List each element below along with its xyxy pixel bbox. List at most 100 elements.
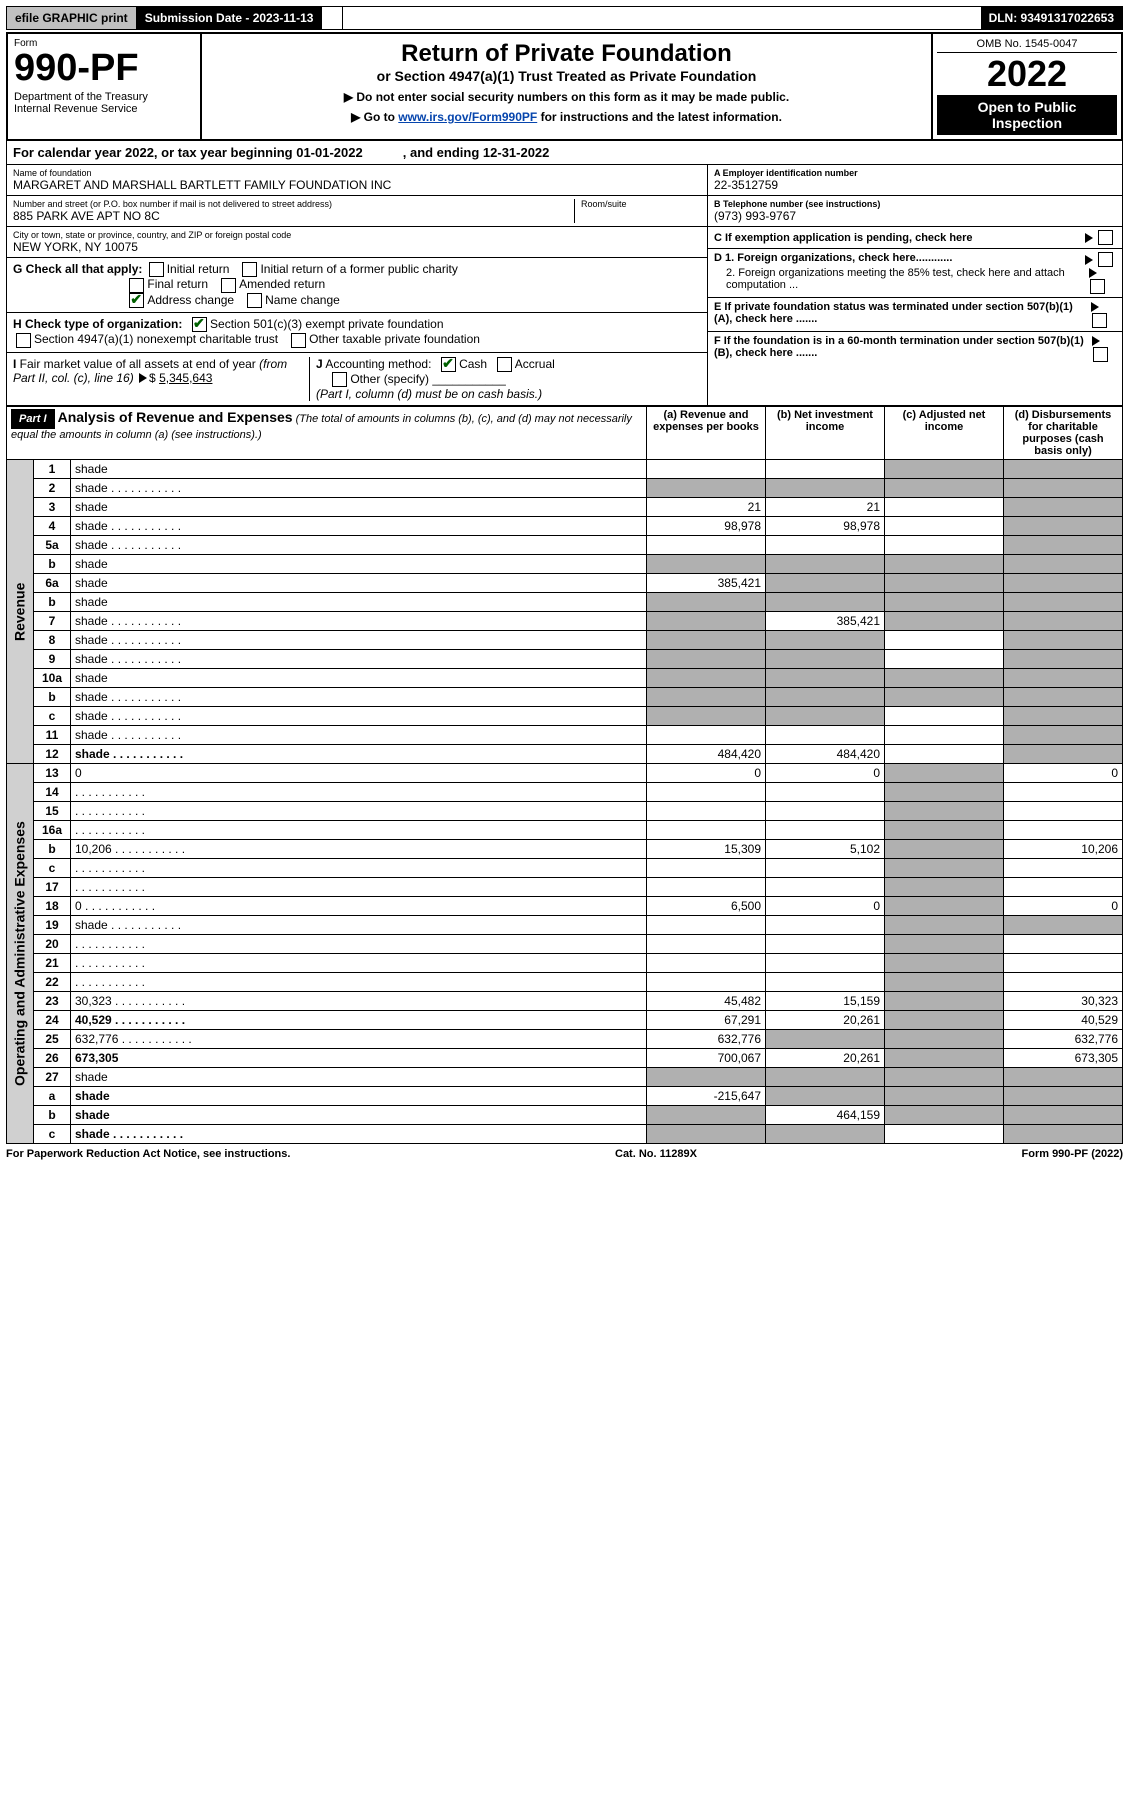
cell-amount: 20,261 xyxy=(766,1011,885,1030)
cell-amount xyxy=(885,498,1004,517)
cell-shaded xyxy=(885,897,1004,916)
cell-amount xyxy=(885,1125,1004,1144)
initial-return-checkbox[interactable] xyxy=(149,262,164,277)
c-checkbox[interactable] xyxy=(1098,230,1113,245)
cell-shaded xyxy=(1004,593,1123,612)
line-desc xyxy=(71,935,647,954)
analysis-table: Part I Analysis of Revenue and Expenses … xyxy=(6,406,1123,1144)
cell-shaded xyxy=(1004,707,1123,726)
501c3-checkbox[interactable] xyxy=(192,317,207,332)
line-num: 21 xyxy=(34,954,71,973)
cell-shaded xyxy=(647,631,766,650)
cell-shaded xyxy=(885,935,1004,954)
cell-shaded xyxy=(885,688,1004,707)
accrual-checkbox[interactable] xyxy=(497,357,512,372)
g-opt-4: Address change xyxy=(147,293,234,307)
line-desc: 0 xyxy=(71,897,647,916)
cell-amount: 385,421 xyxy=(647,574,766,593)
line-num: 5a xyxy=(34,536,71,555)
form-link[interactable]: www.irs.gov/Form990PF xyxy=(398,110,537,124)
cell-amount xyxy=(1004,935,1123,954)
table-row: bshade xyxy=(7,555,1123,574)
line-num: a xyxy=(34,1087,71,1106)
line-desc xyxy=(71,878,647,897)
line-num: 7 xyxy=(34,612,71,631)
cell-shaded xyxy=(885,840,1004,859)
tel-label: B Telephone number (see instructions) xyxy=(714,199,1116,209)
cell-shaded xyxy=(1004,574,1123,593)
line-num: 9 xyxy=(34,650,71,669)
other-method-checkbox[interactable] xyxy=(332,372,347,387)
4947-checkbox[interactable] xyxy=(16,333,31,348)
line-num: c xyxy=(34,707,71,726)
line-num: 20 xyxy=(34,935,71,954)
table-row: 16a xyxy=(7,821,1123,840)
table-row: ashade-215,647 xyxy=(7,1087,1123,1106)
line-desc: shade xyxy=(71,498,647,517)
i-label: I Fair market value of all assets at end… xyxy=(13,357,287,385)
cell-amount: 40,529 xyxy=(1004,1011,1123,1030)
name-change-checkbox[interactable] xyxy=(247,293,262,308)
cell-shaded xyxy=(766,555,885,574)
cell-shaded xyxy=(766,688,885,707)
address-change-checkbox[interactable] xyxy=(129,293,144,308)
cell-shaded xyxy=(647,650,766,669)
g-label: G Check all that apply: xyxy=(13,262,142,276)
cell-amount xyxy=(647,783,766,802)
cash-checkbox[interactable] xyxy=(441,357,456,372)
table-row: b10,20615,3095,10210,206 xyxy=(7,840,1123,859)
line-d1: D 1. Foreign organizations, check here..… xyxy=(714,252,952,267)
table-row: 7shade385,421 xyxy=(7,612,1123,631)
form-subtitle: or Section 4947(a)(1) Trust Treated as P… xyxy=(208,68,925,84)
cell-amount xyxy=(647,859,766,878)
cell-shaded xyxy=(1004,1068,1123,1087)
arrow-icon xyxy=(1085,233,1093,243)
line-desc: shade xyxy=(71,1106,647,1125)
line-num: b xyxy=(34,1106,71,1125)
cell-shaded xyxy=(885,574,1004,593)
cell-shaded xyxy=(766,631,885,650)
line-num: 27 xyxy=(34,1068,71,1087)
cell-shaded xyxy=(647,707,766,726)
line-desc: shade xyxy=(71,1125,647,1144)
cell-shaded xyxy=(1004,612,1123,631)
cell-amount: 5,102 xyxy=(766,840,885,859)
line-num: 14 xyxy=(34,783,71,802)
other-taxable-checkbox[interactable] xyxy=(291,333,306,348)
cell-amount xyxy=(1004,954,1123,973)
table-row: cshade xyxy=(7,1125,1123,1144)
cell-shaded xyxy=(885,973,1004,992)
table-row: 20 xyxy=(7,935,1123,954)
cell-shaded xyxy=(1004,498,1123,517)
table-row: 2330,32345,48215,15930,323 xyxy=(7,992,1123,1011)
cell-amount: 0 xyxy=(766,897,885,916)
line-num: 22 xyxy=(34,973,71,992)
amended-return-checkbox[interactable] xyxy=(221,278,236,293)
d2-checkbox[interactable] xyxy=(1090,279,1105,294)
e-checkbox[interactable] xyxy=(1092,313,1107,328)
telephone: (973) 993-9767 xyxy=(714,209,1116,223)
table-row: 22 xyxy=(7,973,1123,992)
table-row: cshade xyxy=(7,707,1123,726)
cell-amount: 385,421 xyxy=(766,612,885,631)
cell-amount xyxy=(647,802,766,821)
city-label: City or town, state or province, country… xyxy=(13,230,701,240)
line-desc: 0 xyxy=(71,764,647,783)
cell-shaded xyxy=(647,479,766,498)
expenses-label: Operating and Administrative Expenses xyxy=(7,764,34,1144)
cell-amount xyxy=(766,935,885,954)
cell-amount: 45,482 xyxy=(647,992,766,1011)
cell-amount xyxy=(1004,821,1123,840)
arrow-icon xyxy=(1091,302,1099,312)
cell-shaded xyxy=(1004,517,1123,536)
arrow-icon xyxy=(1085,255,1093,265)
cell-shaded xyxy=(1004,726,1123,745)
g-opt-1: Initial return of a former public charit… xyxy=(260,262,457,276)
f-checkbox[interactable] xyxy=(1093,347,1108,362)
cell-shaded xyxy=(766,1125,885,1144)
cell-shaded xyxy=(766,593,885,612)
d1-checkbox[interactable] xyxy=(1098,252,1113,267)
footer-mid: Cat. No. 11289X xyxy=(615,1148,697,1160)
initial-public-checkbox[interactable] xyxy=(242,262,257,277)
line-g: G Check all that apply: Initial return I… xyxy=(7,258,707,313)
